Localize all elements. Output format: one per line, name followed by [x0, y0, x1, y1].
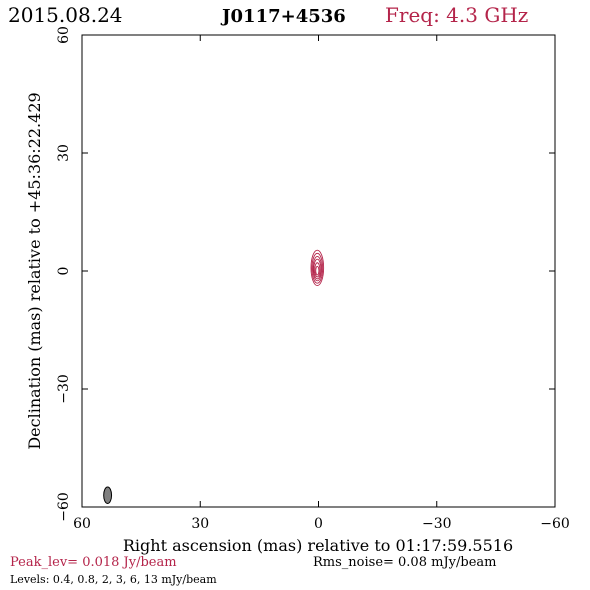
y-tick-label-4: −60 [56, 492, 72, 522]
x-tick-label-4: −60 [540, 516, 570, 532]
x-tick-label-1: 30 [191, 516, 209, 532]
peak-level: Peak_lev= 0.018 Jy/beam [10, 555, 177, 570]
contour-levels: Levels: 0.4, 0.8, 2, 3, 6, 13 mJy/beam [10, 573, 217, 586]
contour-level-4 [314, 262, 321, 278]
beam-ellipse [103, 486, 113, 504]
beam-shape [103, 486, 113, 504]
x-axis-label: Right ascension (mas) relative to 01:17:… [123, 536, 513, 555]
y-tick-labels: 60 30 0 −30 −60 [56, 26, 72, 522]
contour-level-2 [312, 255, 323, 282]
frequency-label: Freq: 4.3 GHz [385, 3, 528, 27]
y-tick-label-3: −30 [56, 374, 72, 404]
x-tick-labels: 60 30 0 −30 −60 [73, 516, 570, 532]
contour-level-5 [315, 265, 320, 276]
axis-ticks [81, 34, 556, 508]
x-tick-label-3: −30 [422, 516, 452, 532]
contour-level-0 [310, 249, 325, 287]
contour-level-3 [313, 258, 322, 280]
y-tick-label-1: 30 [56, 144, 72, 162]
source-contours [310, 249, 325, 287]
y-axis-label: Declination (mas) relative to +45:36:22.… [25, 92, 44, 449]
y-tick-label-0: 60 [56, 26, 72, 44]
x-tick-label-0: 60 [73, 516, 91, 532]
contour-level-1 [311, 252, 324, 284]
y-tick-label-2: 0 [56, 267, 72, 276]
observation-date: 2015.08.24 [8, 3, 123, 27]
rms-noise: Rms_noise= 0.08 mJy/beam [313, 555, 496, 570]
source-name: J0117+4536 [220, 6, 346, 27]
x-tick-label-2: 0 [314, 516, 323, 532]
